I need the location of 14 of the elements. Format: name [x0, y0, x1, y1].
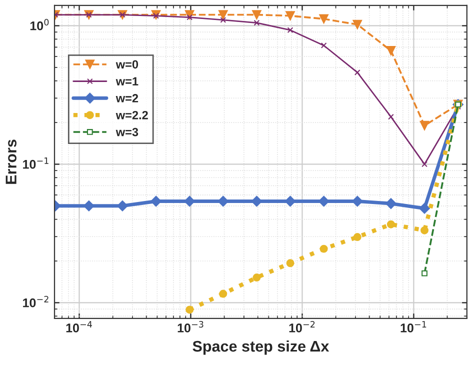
legend-label: w=0 — [116, 60, 138, 69]
x-axis-title: Space step size Δx — [192, 340, 330, 355]
y-tick-label: 10$^{−1}$ — [23, 157, 48, 169]
y-tick-label: 10$^{0}$ — [30, 18, 49, 30]
legend-label: w=3 — [116, 128, 138, 136]
x-tick-label: 10$^{−3}$ — [178, 320, 204, 332]
x-tick-label: 10$^{−1}$ — [400, 321, 426, 332]
y-axis-title: Errors — [6, 140, 16, 184]
legend-label: w=2 — [116, 94, 138, 102]
legend-label: w=2.2 — [116, 110, 148, 120]
y-tick-label: 10$^{−2}$ — [23, 296, 48, 308]
legend-label: w=1 — [116, 77, 138, 86]
x-tick-label: 10$^{−2}$ — [289, 320, 315, 332]
x-tick-label: 10$^{−4}$ — [66, 321, 92, 332]
